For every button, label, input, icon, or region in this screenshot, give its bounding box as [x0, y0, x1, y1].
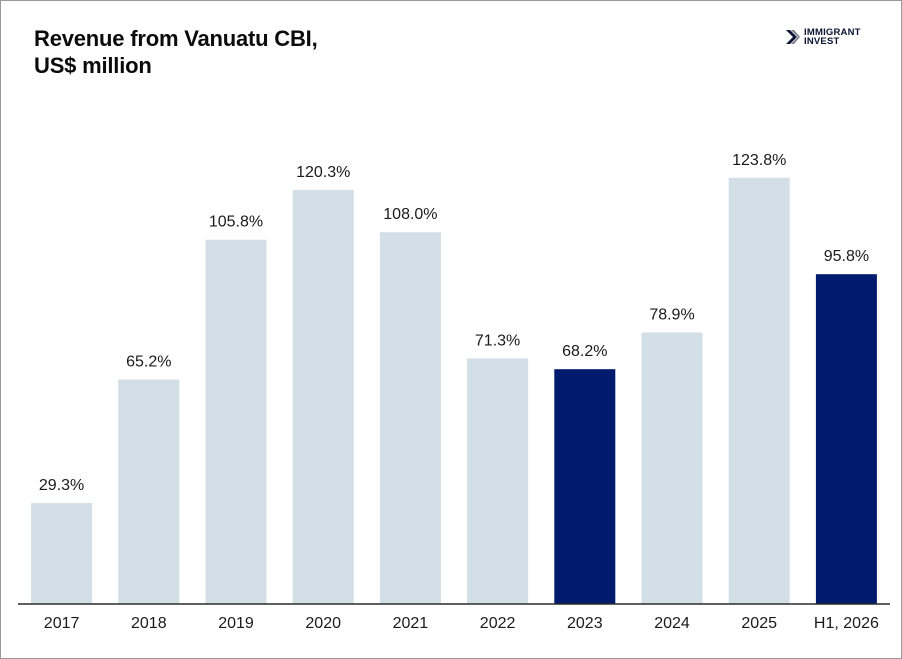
x-tick-label: 2021	[393, 615, 429, 632]
data-label: 29.3%	[39, 477, 84, 494]
x-tick-label: 2020	[305, 615, 341, 632]
x-tick-label: 2017	[44, 615, 80, 632]
x-tick-label: 2023	[567, 615, 603, 632]
bar-2019	[205, 239, 267, 604]
chart-title: Revenue from Vanuatu CBI, US$ million	[34, 25, 318, 79]
data-label: 123.8%	[732, 152, 786, 169]
x-tick-labels-group: 2017 2018 2019 2020 2021 2022 2023 2024 2025 H1, …	[44, 615, 879, 632]
bar-2022	[467, 358, 529, 604]
chart-title-line-2: US$ million	[34, 53, 152, 78]
bars-group	[31, 177, 877, 605]
chart-title-line-1: Revenue from Vanuatu CBI,	[34, 26, 318, 51]
data-label: 78.9%	[649, 306, 694, 323]
logo-text-line-2: INVEST	[804, 36, 840, 47]
bar-2025	[728, 177, 790, 605]
logo-text-line-1: IMMIGRANT	[804, 27, 861, 38]
x-tick-label: 2019	[218, 615, 254, 632]
bar-2024	[641, 332, 703, 604]
data-label: 108.0%	[383, 206, 437, 223]
data-label: 65.2%	[126, 354, 171, 371]
bar-h1-2026	[815, 274, 877, 604]
x-tick-label: 2018	[131, 615, 167, 632]
x-tick-label: 2022	[480, 615, 516, 632]
data-label: 68.2%	[562, 343, 607, 360]
x-tick-label: 2025	[741, 615, 777, 632]
data-label: 95.8%	[824, 248, 869, 265]
data-label: 105.8%	[209, 214, 263, 231]
bar-2023	[554, 369, 616, 604]
bar-2021	[379, 232, 441, 604]
data-label: 120.3%	[296, 164, 350, 181]
bar-2017	[31, 503, 93, 604]
brand-logo: IMMIGRANT INVEST	[785, 28, 861, 46]
x-tick-label: 2024	[654, 615, 690, 632]
bar-labels-group: 29.3% 65.2% 105.8% 120.3% 108.0% 71.3% 68.2% 78…	[39, 152, 869, 494]
x-tick-label: H1, 2026	[814, 615, 879, 632]
bar-2020	[292, 189, 354, 605]
data-label: 71.3%	[475, 333, 520, 350]
immigrant-invest-logo-icon	[786, 30, 800, 44]
bar-2018	[118, 379, 180, 604]
